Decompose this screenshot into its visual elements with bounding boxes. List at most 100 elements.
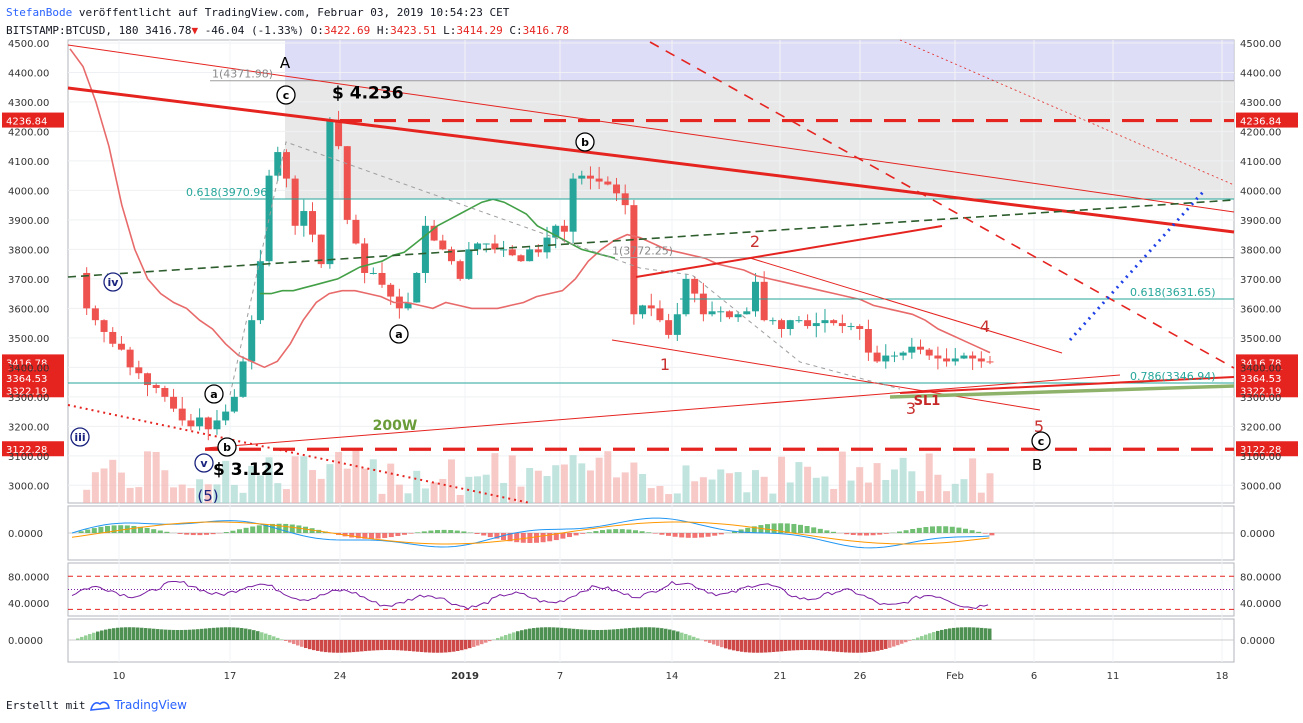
volume-bar (778, 456, 786, 503)
momentum-bar (448, 640, 452, 653)
volume-bar (838, 451, 846, 503)
fib-level-label: 1(4371.98) (212, 68, 273, 81)
momentum-bar (172, 629, 176, 640)
histogram-bar (243, 527, 249, 533)
candle-body (899, 352, 907, 356)
momentum-bar (840, 640, 844, 653)
momentum-bar (424, 640, 428, 653)
histogram-bar (606, 529, 612, 533)
momentum-bar (720, 640, 724, 648)
volume-bar (925, 453, 933, 503)
volume-bar (986, 473, 994, 503)
author-name[interactable]: StefanBode (6, 6, 73, 19)
momentum-bar (528, 628, 532, 640)
momentum-bar (644, 627, 648, 640)
momentum-bar (516, 631, 520, 640)
momentum-bar (572, 628, 576, 640)
histogram-bar (487, 533, 493, 538)
momentum-bar (864, 640, 868, 653)
momentum-bar (884, 640, 888, 649)
histogram-bar (963, 528, 968, 533)
histogram-bar (283, 523, 289, 533)
momentum-bar (428, 640, 432, 653)
circled-wave-marker (276, 85, 296, 105)
volume-bar (977, 492, 985, 503)
high-label: H: (376, 24, 391, 37)
momentum-bar (168, 629, 172, 640)
price-tag-left (2, 369, 64, 385)
histogram-bar (408, 533, 414, 534)
momentum-bar (132, 627, 136, 640)
momentum-bar (860, 640, 864, 653)
volume-bar (560, 464, 568, 503)
volume-bar (604, 451, 612, 503)
momentum-bar (788, 640, 792, 651)
momentum-bar (284, 640, 288, 641)
histogram-bar (758, 525, 764, 533)
histogram-bar (751, 526, 757, 533)
candle-body (500, 249, 508, 251)
histogram-bar (712, 533, 718, 536)
y-tick-label-left: 4500.00 (8, 39, 49, 50)
level-value-label: $ 4.236 (332, 84, 404, 104)
y-tick-label-left: 3100.00 (8, 452, 49, 463)
histogram-bar (646, 532, 652, 533)
candle-body (291, 178, 299, 226)
candle-body (691, 278, 699, 294)
momentum-bar (340, 640, 344, 653)
y-tick-label-right: 3100.00 (1240, 452, 1281, 463)
volume-bar (734, 472, 742, 503)
volume-bar (899, 457, 907, 503)
histogram-bar (111, 525, 117, 533)
momentum-bar (380, 640, 384, 651)
tradingview-logo-icon[interactable] (89, 698, 111, 715)
momentum-bar (916, 637, 920, 640)
histogram-bar (910, 528, 916, 533)
momentum-bar (416, 640, 420, 652)
momentum-bar (184, 629, 188, 640)
momentum-bar (476, 640, 480, 646)
momentum-bar (948, 628, 952, 640)
momentum-bar (228, 627, 232, 640)
momentum-bar (980, 627, 984, 640)
tradingview-brand-link[interactable]: TradingView (114, 698, 187, 712)
histogram-bar (388, 533, 394, 538)
candle-body (769, 320, 777, 322)
candle-body (630, 205, 638, 315)
circled-wave-marker (1031, 431, 1051, 451)
wave-label: 5 (1034, 417, 1044, 436)
momentum-bar (932, 632, 936, 640)
candle-body (977, 358, 985, 362)
volume-bar (943, 491, 951, 503)
histogram-bar (989, 533, 995, 536)
symbol-label[interactable]: BITSTAMP:BTCUSD, 180 (6, 24, 139, 37)
momentum-bar (792, 640, 796, 651)
volume-bar (595, 457, 603, 503)
momentum-bar (356, 640, 360, 652)
candle-body (613, 184, 621, 194)
wave-channel-top-line (749, 257, 1063, 354)
candle-body (491, 243, 499, 250)
candle-body (943, 358, 951, 362)
volume-bar (717, 469, 725, 503)
momentum-bar (124, 627, 128, 640)
candle-body (456, 261, 464, 279)
candle-body (170, 396, 178, 409)
price-chart[interactable]: 1(4371.98) $ 4.236 0.618(3970.96) 1(3772.25… (0, 0, 1303, 690)
histogram-bar (897, 531, 902, 533)
circled-wave-label: iv (108, 276, 120, 289)
momentum-bar (348, 640, 352, 653)
candle-body (734, 314, 742, 318)
histogram-bar (210, 533, 216, 535)
candle-body (335, 119, 343, 147)
volume-bar (656, 485, 664, 503)
momentum-bar (96, 631, 100, 640)
momentum-bar (148, 628, 152, 640)
momentum-bar (352, 640, 356, 653)
gray-wave-path (229, 141, 901, 396)
momentum-bar (120, 627, 124, 640)
volume-bar (534, 470, 542, 503)
candle-body (873, 352, 881, 362)
momentum-bar (108, 628, 112, 640)
momentum-bar (116, 627, 120, 640)
